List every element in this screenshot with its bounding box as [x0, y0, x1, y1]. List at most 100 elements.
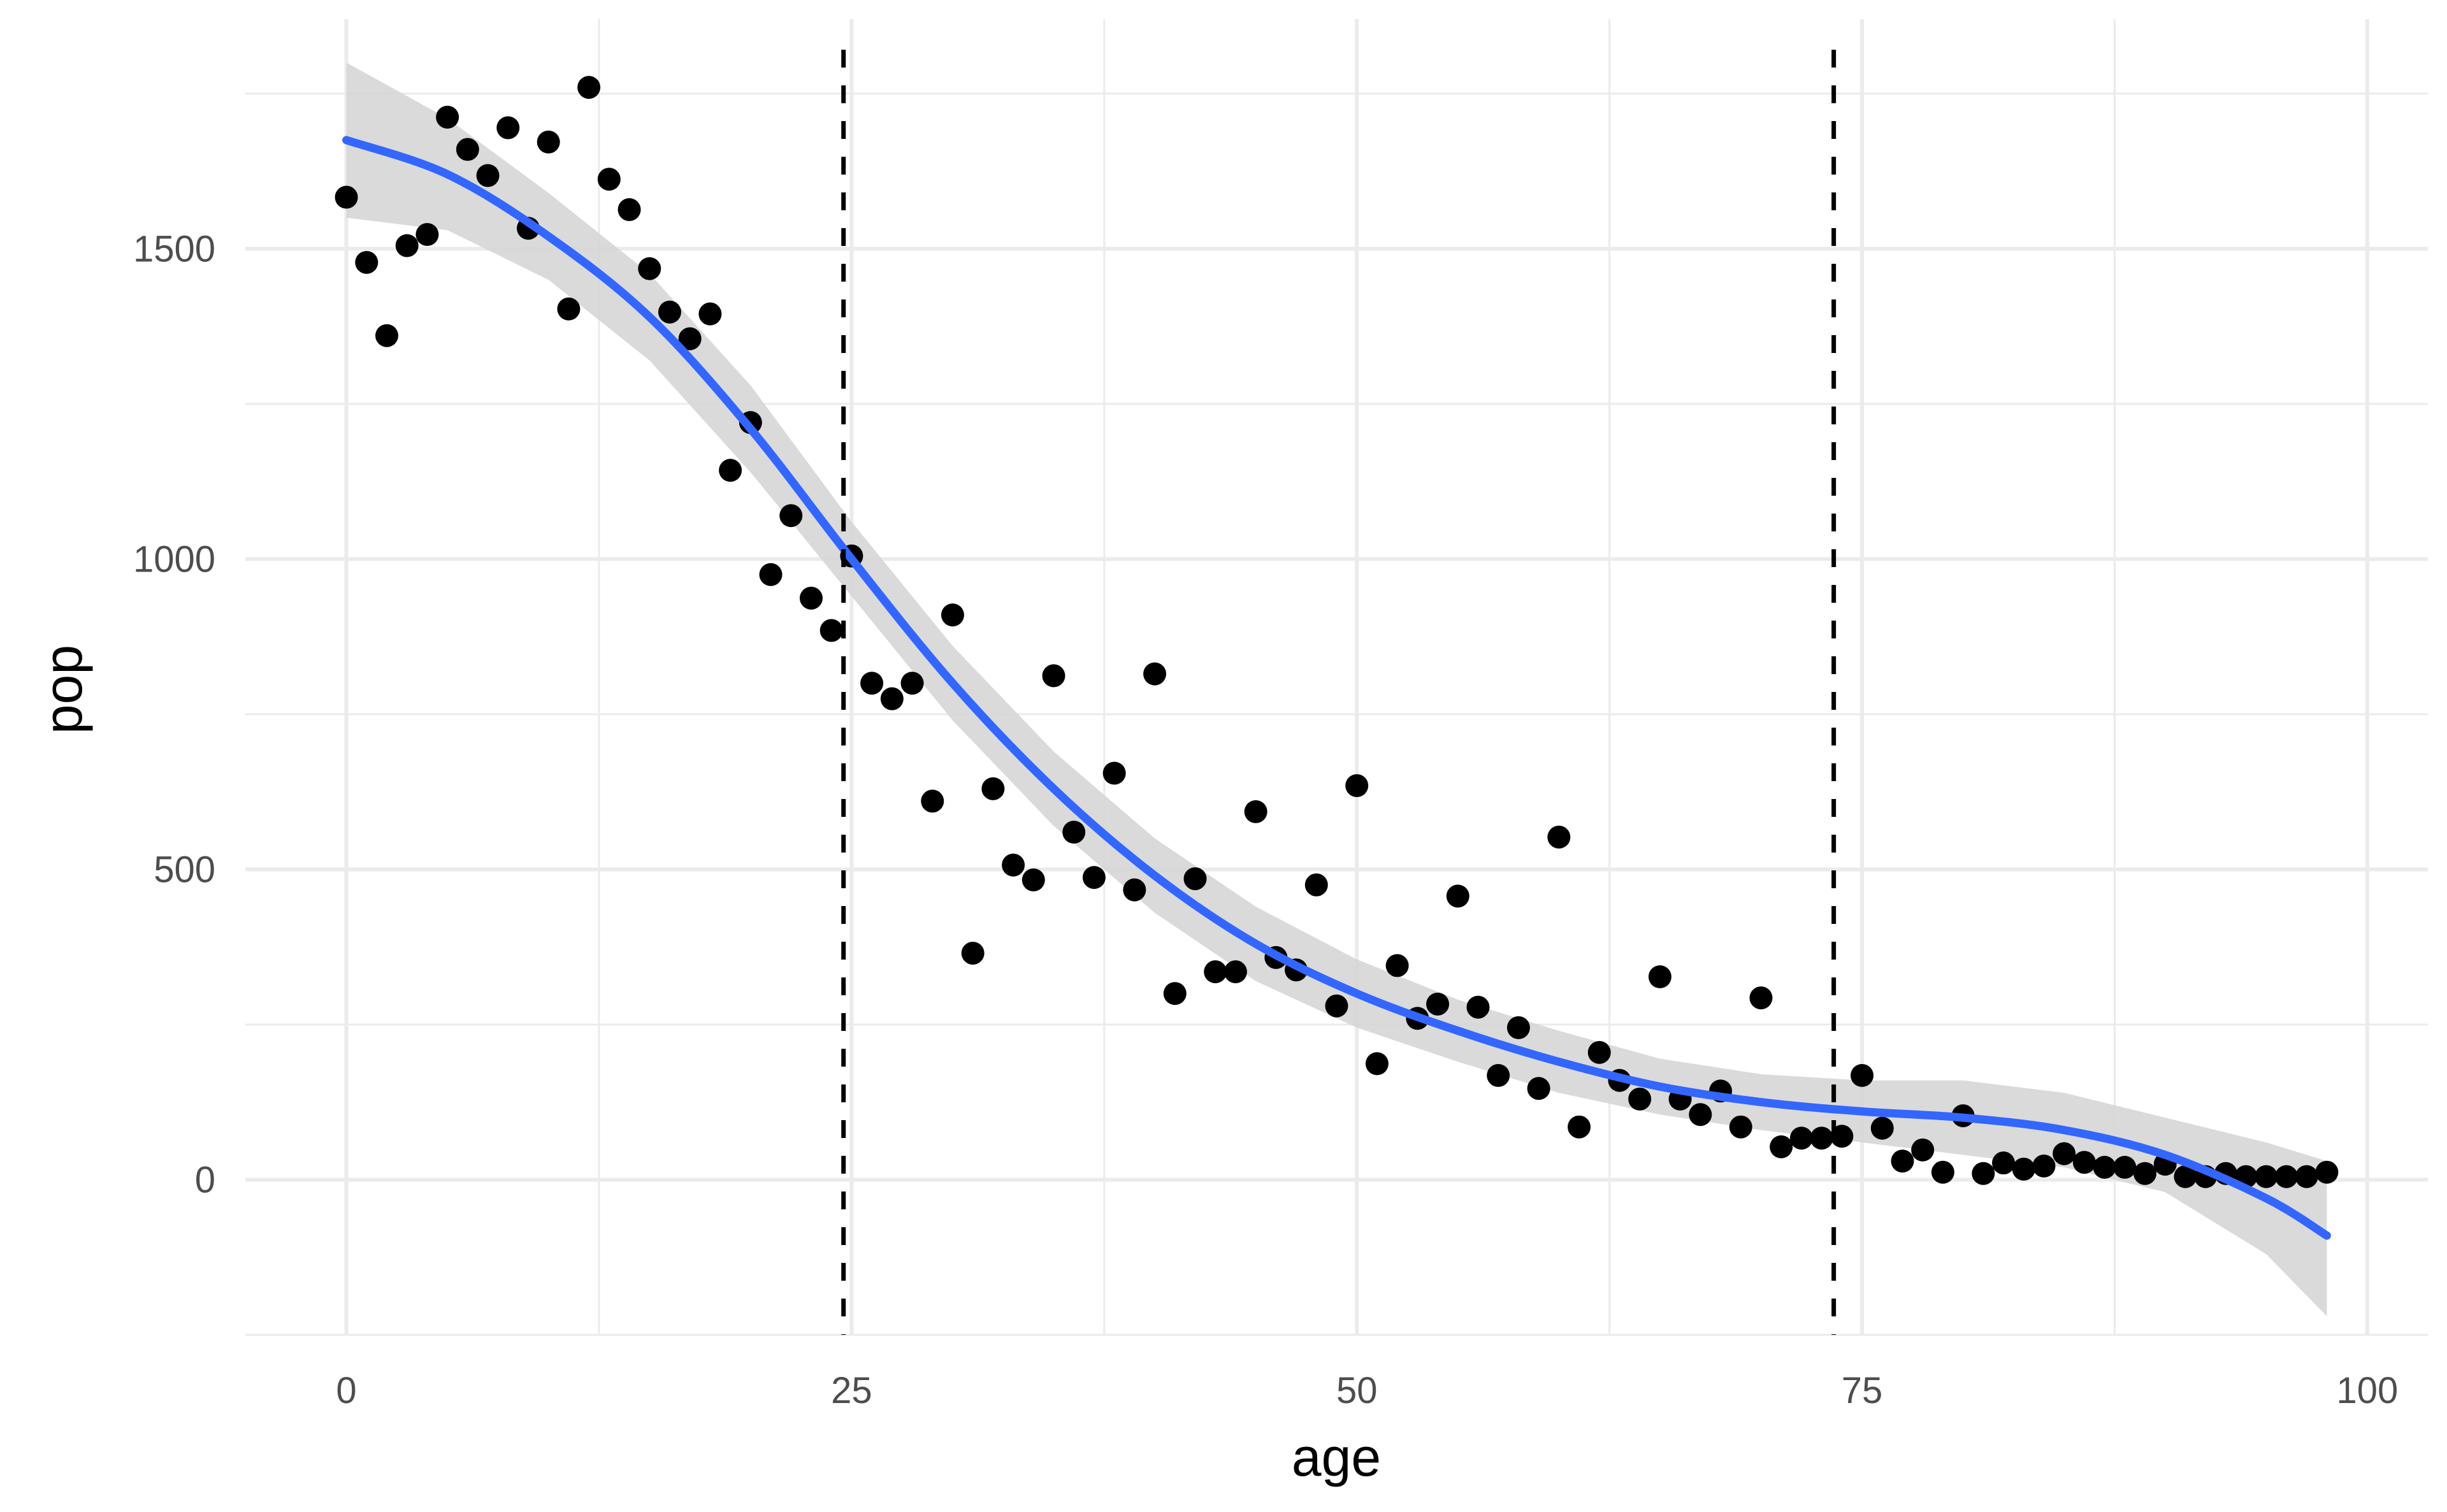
- data-point: [415, 222, 439, 246]
- y-tick-label: 1000: [133, 538, 215, 580]
- data-point: [436, 105, 459, 129]
- data-point: [2315, 1160, 2339, 1184]
- data-point: [1062, 821, 1086, 844]
- data-point: [1183, 867, 1207, 891]
- x-tick-label: 100: [2336, 1370, 2398, 1411]
- data-point: [880, 687, 904, 710]
- data-point: [1689, 1103, 1712, 1127]
- data-point: [597, 168, 621, 191]
- data-point: [1163, 982, 1187, 1005]
- x-tick-label: 0: [336, 1370, 356, 1411]
- reference-lines-layer: [841, 50, 1837, 1335]
- data-point: [1426, 992, 1450, 1016]
- data-point: [1789, 1127, 1813, 1150]
- data-point: [476, 164, 500, 187]
- y-tick-label: 0: [195, 1159, 215, 1200]
- data-point: [1527, 1077, 1550, 1100]
- data-point: [638, 257, 661, 280]
- data-point: [1385, 954, 1409, 977]
- data-point: [557, 297, 581, 320]
- data-point: [1891, 1149, 1914, 1173]
- x-tick-label: 50: [1336, 1370, 1378, 1411]
- data-point: [1568, 1115, 1591, 1139]
- data-point: [1204, 960, 1227, 984]
- data-point: [496, 116, 520, 140]
- data-point: [1931, 1160, 1954, 1184]
- data-point: [1224, 960, 1247, 984]
- data-point: [1466, 995, 1490, 1019]
- points-layer: [335, 76, 2339, 1188]
- data-point: [1102, 761, 1126, 785]
- data-point: [1123, 878, 1146, 902]
- data-point: [1244, 800, 1267, 823]
- data-point: [860, 672, 884, 695]
- data-point: [1365, 1052, 1389, 1076]
- data-point: [1749, 986, 1773, 1010]
- data-point: [759, 563, 783, 586]
- data-point: [799, 586, 823, 610]
- data-point: [2295, 1165, 2318, 1188]
- x-axis-title: age: [1292, 1427, 1381, 1487]
- data-point: [2133, 1162, 2157, 1185]
- data-point: [1506, 1016, 1530, 1039]
- data-point: [900, 672, 924, 695]
- x-tick-label: 75: [1842, 1370, 1883, 1411]
- data-point: [719, 459, 742, 482]
- data-point: [537, 130, 560, 154]
- data-point: [456, 138, 479, 161]
- data-point: [1042, 664, 1065, 688]
- grid-minor: [245, 19, 2428, 1336]
- data-point: [1770, 1135, 1793, 1158]
- data-point: [1870, 1116, 1894, 1140]
- data-point: [2275, 1165, 2299, 1188]
- data-point: [1547, 825, 1571, 849]
- data-point: [658, 300, 681, 324]
- y-tick-label: 1500: [133, 228, 215, 270]
- data-point: [1082, 866, 1106, 889]
- data-point: [698, 302, 722, 326]
- data-point: [961, 941, 985, 965]
- data-point: [1002, 853, 1025, 877]
- data-point: [2072, 1151, 2096, 1174]
- data-point: [577, 76, 601, 99]
- data-point: [2093, 1156, 2116, 1179]
- data-point: [1325, 994, 1348, 1018]
- data-point: [2012, 1157, 2035, 1181]
- data-point: [395, 234, 419, 257]
- data-point: [1992, 1151, 2016, 1175]
- data-point: [1021, 868, 1045, 892]
- data-point: [779, 504, 803, 528]
- data-point: [1345, 774, 1369, 797]
- data-point: [1143, 662, 1167, 686]
- data-point: [2113, 1156, 2137, 1179]
- data-point: [617, 198, 641, 222]
- smooth-line-layer: [342, 136, 2331, 1240]
- data-point: [1830, 1125, 1854, 1148]
- data-point: [2053, 1142, 2076, 1165]
- data-point: [1487, 1063, 1510, 1087]
- y-tick-label: 500: [154, 849, 215, 890]
- data-point: [1851, 1063, 1874, 1087]
- data-point: [819, 619, 843, 642]
- data-point: [981, 777, 1005, 800]
- x-tick-label: 25: [831, 1370, 872, 1411]
- smooth-line: [342, 136, 2331, 1240]
- data-point: [1446, 884, 1469, 908]
- data-point: [355, 250, 379, 274]
- data-point: [941, 603, 964, 627]
- data-point: [1304, 873, 1328, 896]
- data-point: [1648, 965, 1671, 988]
- data-point: [2255, 1165, 2278, 1188]
- data-point: [1628, 1087, 1652, 1111]
- data-point: [335, 185, 358, 209]
- y-axis-title: pop: [33, 645, 93, 734]
- data-point: [921, 789, 944, 813]
- y-axis-ticks: 0 500 1000 1500: [133, 228, 215, 1200]
- data-point: [1972, 1162, 1995, 1185]
- data-point: [1729, 1115, 1752, 1139]
- data-point: [2032, 1155, 2056, 1178]
- data-point: [678, 327, 702, 350]
- data-point: [1587, 1040, 1611, 1064]
- data-point: [2174, 1165, 2197, 1188]
